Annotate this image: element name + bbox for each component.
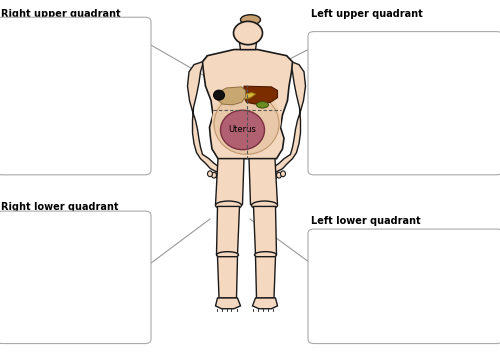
Polygon shape	[188, 56, 222, 172]
Text: Ascending colon: Ascending colon	[10, 251, 76, 260]
Ellipse shape	[208, 171, 212, 177]
Polygon shape	[254, 206, 276, 255]
Polygon shape	[244, 86, 278, 104]
Text: Right upper quadrant: Right upper quadrant	[1, 9, 120, 19]
Polygon shape	[216, 206, 240, 255]
Text: Lower ureter: Lower ureter	[321, 281, 372, 290]
Text: Left upper quadrant: Left upper quadrant	[311, 9, 423, 19]
Text: Descending colon: Descending colon	[321, 112, 392, 121]
Ellipse shape	[252, 201, 278, 210]
Text: Right ovary and adnexa: Right ovary and adnexa	[10, 307, 106, 316]
Polygon shape	[216, 298, 240, 309]
Polygon shape	[202, 50, 292, 159]
Ellipse shape	[272, 173, 277, 179]
Ellipse shape	[212, 88, 281, 153]
Text: Descending colon: Descending colon	[321, 241, 392, 250]
Ellipse shape	[280, 171, 285, 177]
Polygon shape	[216, 159, 244, 205]
Text: Cecum: Cecum	[10, 223, 38, 232]
Ellipse shape	[240, 15, 260, 25]
Ellipse shape	[268, 171, 273, 177]
Text: Stomach – cardia and body: Stomach – cardia and body	[321, 71, 431, 80]
Text: Right kidney and upper
ureter: Right kidney and upper ureter	[10, 136, 104, 155]
Text: Uterus: Uterus	[10, 321, 36, 330]
Ellipse shape	[214, 90, 224, 100]
Text: Upper rectum: Upper rectum	[321, 268, 377, 277]
Ellipse shape	[216, 252, 238, 258]
Polygon shape	[249, 159, 278, 205]
Text: Ascending colon: Ascending colon	[10, 105, 76, 114]
Text: Duodenum: Duodenum	[10, 90, 54, 99]
Text: Urinary bladder: Urinary bladder	[321, 295, 384, 304]
Text: Appendixᵃ: Appendixᵃ	[10, 151, 50, 160]
Polygon shape	[238, 93, 256, 100]
Ellipse shape	[220, 171, 225, 177]
Ellipse shape	[216, 173, 221, 179]
Text: Pancreas: body and tail: Pancreas: body and tail	[321, 57, 415, 66]
Text: Uterus: Uterus	[321, 321, 347, 330]
Ellipse shape	[254, 252, 276, 258]
Text: Stomach: pylorus and
antrum: Stomach: pylorus and antrum	[10, 75, 98, 94]
Text: Transverse colon: Transverse colon	[321, 98, 388, 107]
FancyBboxPatch shape	[308, 229, 500, 344]
Text: Transverse colon: Transverse colon	[10, 120, 77, 129]
Text: Left kidney: Left kidney	[321, 139, 366, 148]
Text: Uterus: Uterus	[228, 125, 256, 134]
Ellipse shape	[234, 21, 262, 45]
Polygon shape	[240, 43, 256, 50]
FancyBboxPatch shape	[308, 32, 500, 175]
Ellipse shape	[276, 172, 281, 178]
Text: Terminal ileum: Terminal ileum	[10, 265, 68, 274]
Ellipse shape	[212, 172, 216, 178]
Text: Liver right lobe: Liver right lobe	[10, 29, 70, 38]
Ellipse shape	[220, 110, 264, 150]
Text: Jejunum, ileum: Jejunum, ileum	[321, 125, 381, 134]
Ellipse shape	[256, 102, 268, 108]
Polygon shape	[272, 56, 306, 172]
Text: Left ovary and adnexa: Left ovary and adnexa	[321, 308, 412, 317]
FancyBboxPatch shape	[0, 211, 151, 344]
Text: Liver left lobe: Liver left lobe	[321, 44, 376, 53]
Ellipse shape	[216, 201, 242, 210]
Polygon shape	[218, 87, 246, 105]
Text: Right lower quadrant: Right lower quadrant	[1, 202, 118, 212]
Text: Lower ureter: Lower ureter	[10, 279, 61, 288]
Text: Spleen: Spleen	[321, 84, 348, 93]
Text: Left lower quadrant: Left lower quadrant	[311, 216, 420, 226]
Text: Urinary bladder: Urinary bladder	[10, 293, 73, 302]
Text: Sigmoid colon: Sigmoid colon	[321, 255, 378, 264]
Text: Pancreas: head: Pancreas: head	[10, 60, 71, 69]
Polygon shape	[252, 298, 278, 309]
Polygon shape	[218, 257, 238, 298]
Text: Appendix: Appendix	[10, 237, 48, 246]
Polygon shape	[256, 257, 276, 298]
FancyBboxPatch shape	[0, 17, 151, 175]
Text: Upper ureter: Upper ureter	[321, 152, 373, 161]
Ellipse shape	[214, 93, 279, 154]
Text: Gall bladder: Gall bladder	[10, 45, 59, 53]
